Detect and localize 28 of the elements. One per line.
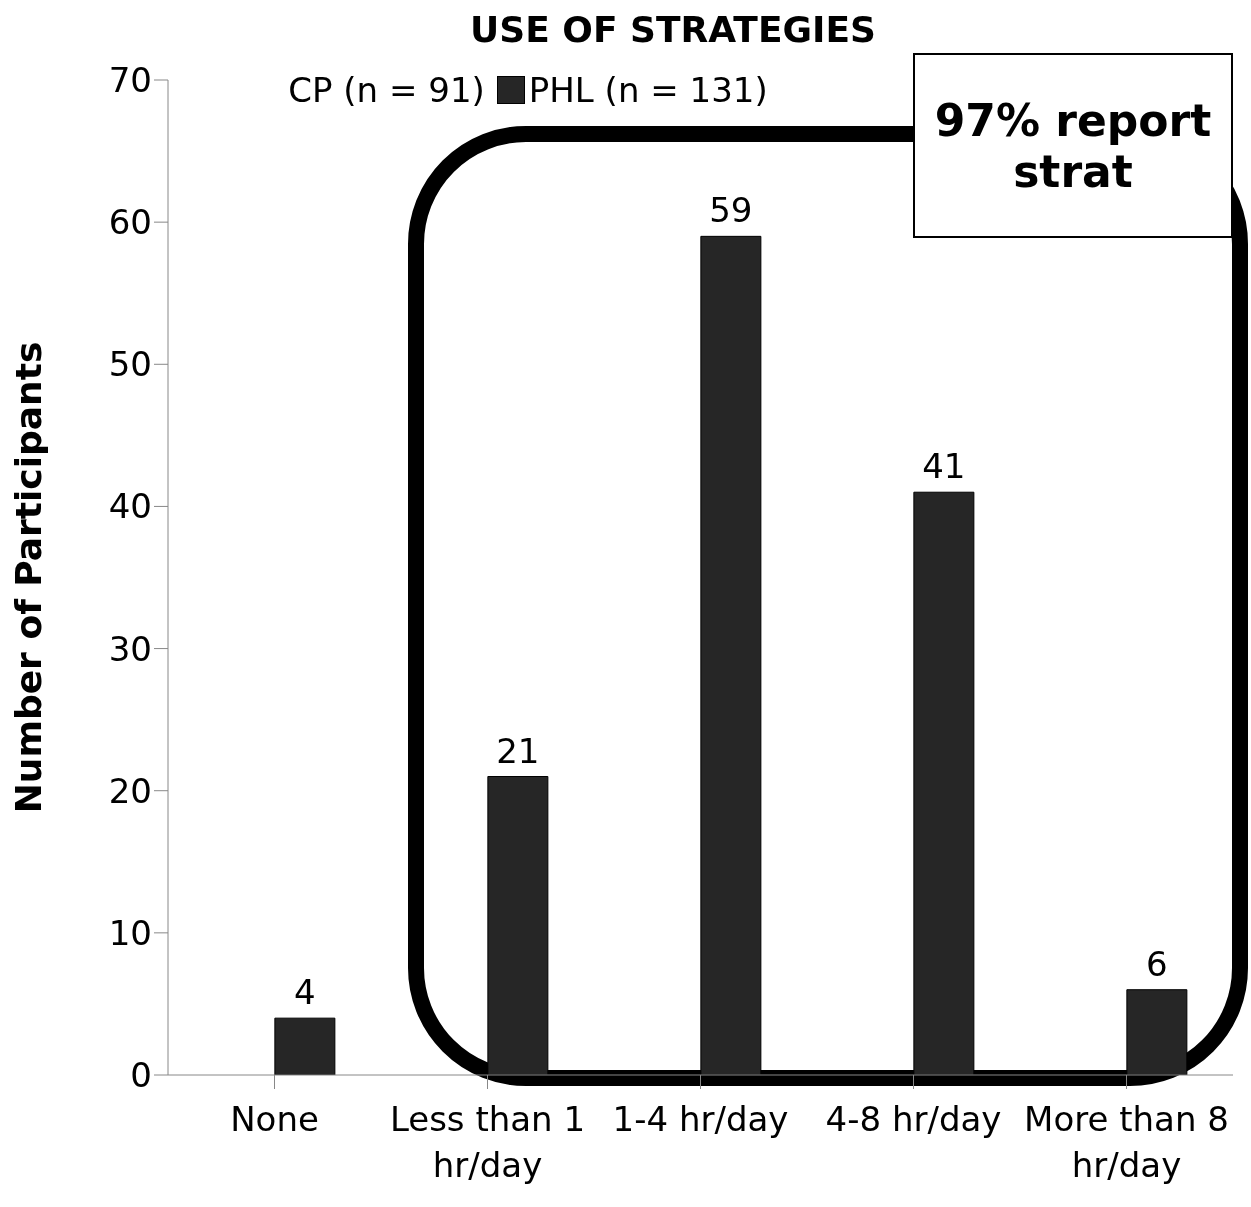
data-label: 6: [1146, 943, 1168, 984]
bar: [487, 776, 549, 1075]
x-tick-label: Less than 1 hr/day: [389, 1099, 586, 1185]
bar: [274, 1017, 336, 1075]
legend-label: PHL (n = 131): [528, 70, 768, 110]
x-tick-label: 4-8 hr/day: [825, 1099, 1002, 1139]
text: CP (n = 91): [288, 70, 485, 110]
chart-title: USE OF STRATEGIES: [470, 9, 876, 50]
y-tick-label: 70: [108, 60, 152, 101]
y-tick-label: 40: [108, 486, 152, 527]
data-label: 4: [294, 972, 316, 1013]
data-label: 21: [496, 730, 540, 771]
x-tick-label: More than 8 hr/day: [1024, 1099, 1229, 1185]
bar: [913, 491, 975, 1075]
y-tick-label: 0: [130, 1055, 152, 1096]
data-label: 41: [922, 446, 966, 487]
y-tick-label: 60: [108, 202, 152, 243]
y-tick-label: 30: [108, 628, 152, 669]
data-label: 59: [709, 190, 753, 231]
bar: [1126, 989, 1188, 1075]
annotation: 97% report strat: [933, 94, 1213, 197]
bar: [700, 235, 762, 1075]
y-axis-title: Number of Participants: [7, 341, 49, 814]
x-tick-label: 1-4 hr/day: [612, 1099, 789, 1139]
x-tick-label: None: [230, 1099, 319, 1139]
y-tick-label: 10: [108, 912, 152, 953]
y-tick-label: 50: [108, 344, 152, 385]
y-tick-label: 20: [108, 770, 152, 811]
